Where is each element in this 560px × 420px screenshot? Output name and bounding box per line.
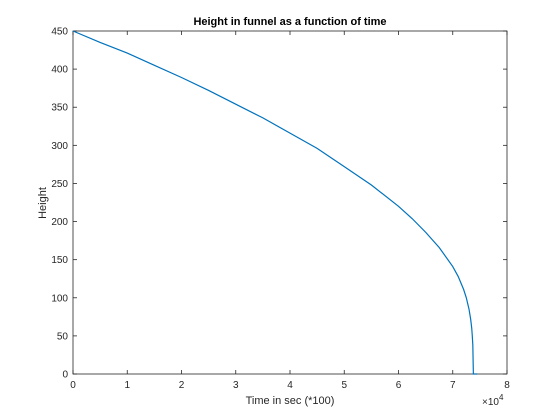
x-axis: 0 1 2 3 4 5 6 7 8 (70, 31, 510, 391)
y-tick-label: 100 (51, 293, 68, 304)
x-axis-label: Time in sec (*100) (246, 395, 335, 407)
x-tick-label: 8 (504, 380, 510, 391)
x-tick-label: 0 (70, 380, 76, 391)
y-tick-label: 450 (51, 27, 68, 38)
x-axis-exponent-power: 4 (499, 393, 504, 402)
x-tick-label: 7 (450, 380, 456, 391)
x-tick-label: 2 (179, 380, 185, 391)
chart-title: Height in funnel as a function of time (193, 16, 386, 28)
x-tick-label: 6 (396, 380, 402, 391)
x-tick-label: 1 (124, 380, 130, 391)
series-line-height (72, 30, 478, 375)
y-axis: 0 50 100 150 200 250 300 350 400 450 (51, 27, 507, 381)
y-tick-label: 400 (51, 65, 68, 76)
x-tick-label: 5 (341, 380, 347, 391)
y-tick-label: 50 (57, 331, 69, 342)
y-tick-label: 150 (51, 255, 68, 266)
y-tick-label: 350 (51, 103, 68, 114)
x-tick-label: 3 (233, 380, 239, 391)
y-tick-label: 0 (62, 370, 68, 381)
y-tick-label: 300 (51, 141, 68, 152)
x-axis-exponent: ×104 (482, 393, 504, 408)
x-tick-label: 4 (287, 380, 293, 391)
plot-area (72, 30, 508, 375)
x-axis-exponent-base: ×10 (482, 397, 499, 408)
y-tick-label: 250 (51, 179, 68, 190)
y-tick-label: 200 (51, 217, 68, 228)
y-axis-label: Height (37, 187, 49, 219)
